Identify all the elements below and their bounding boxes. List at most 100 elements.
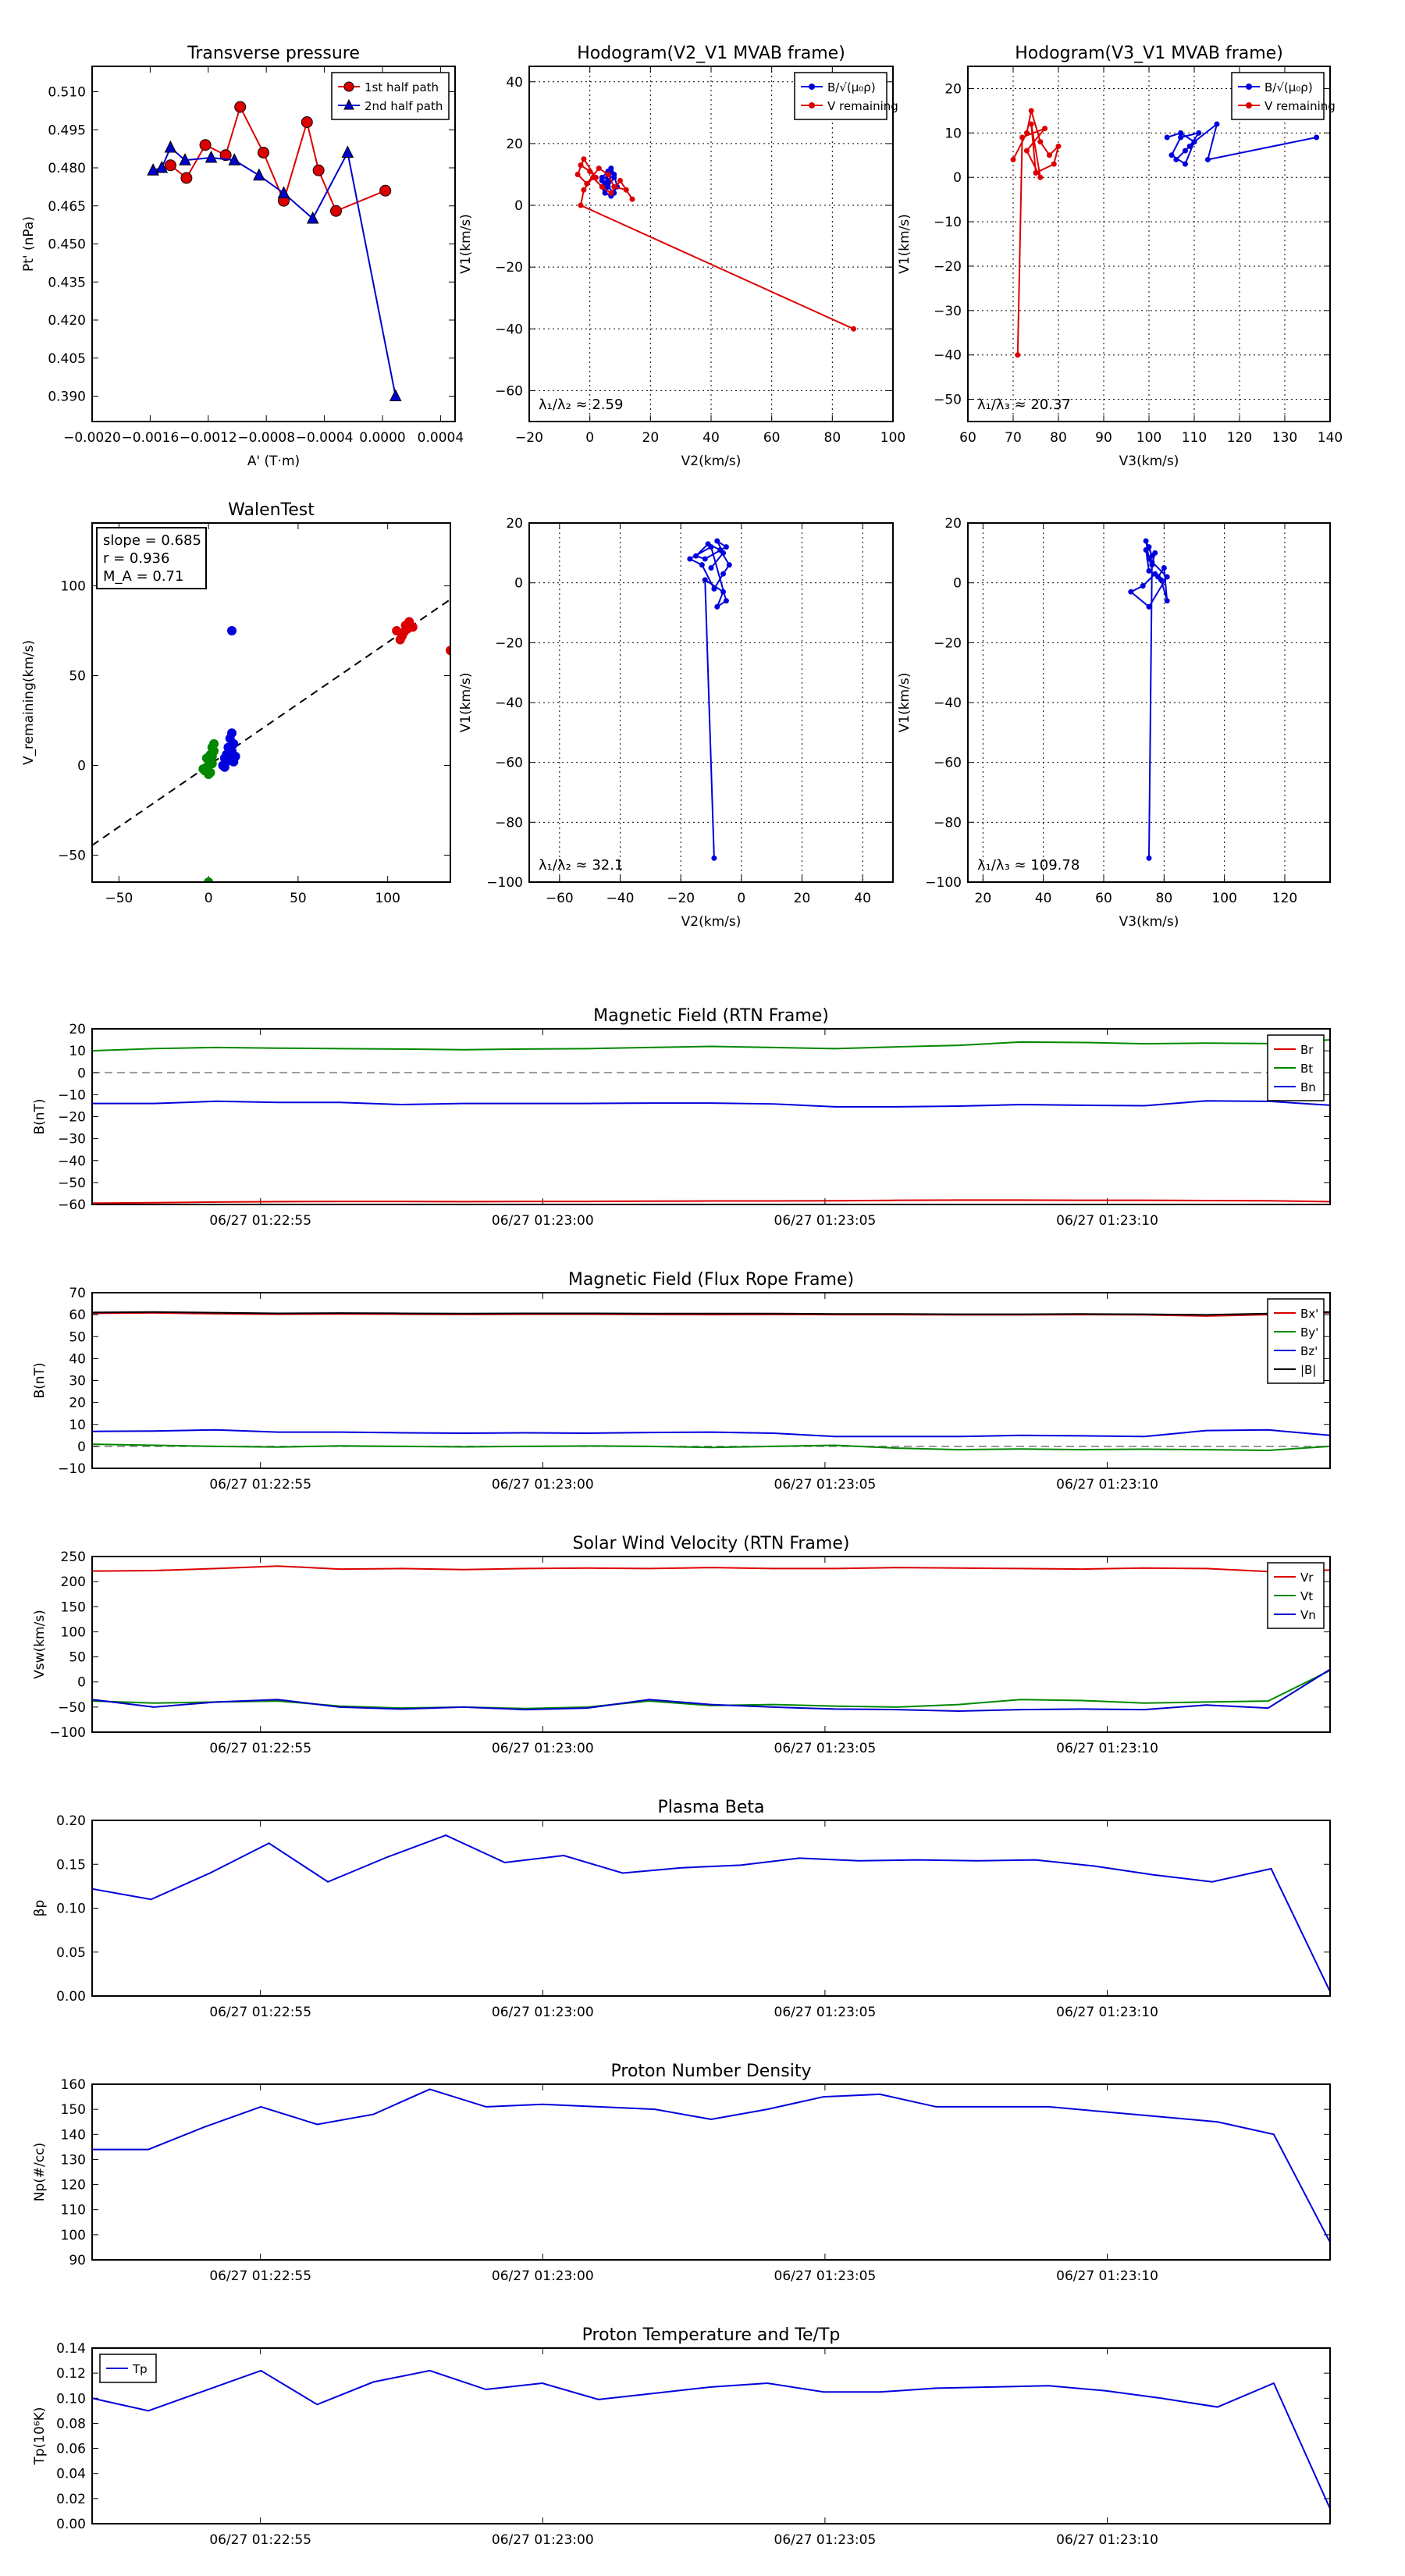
y-tick-label: −20 (495, 260, 523, 276)
data-point (1152, 550, 1158, 556)
data-point (693, 553, 699, 559)
data-point (227, 626, 237, 635)
x-tick-label: 40 (1035, 891, 1052, 906)
data-point (1152, 571, 1158, 577)
data-point (1143, 538, 1149, 544)
x-tick-label: 06/27 01:23:00 (492, 2268, 594, 2284)
plot-area (687, 538, 732, 861)
data-point (605, 183, 611, 190)
y-tick-label: −100 (49, 1725, 86, 1741)
data-point (253, 168, 265, 181)
y-tick-label: −60 (58, 1197, 86, 1213)
plot-frame (91, 2083, 1331, 2261)
chart-title: Transverse pressure (187, 44, 360, 63)
series-line (92, 1565, 1330, 1573)
data-point (711, 585, 717, 592)
y-tick-label: 100 (61, 1624, 86, 1640)
y-tick-label: 0.390 (48, 390, 86, 405)
series-line (92, 1443, 1330, 1451)
data-point (1164, 574, 1170, 580)
data-point (629, 196, 635, 202)
y-tick-label: −40 (495, 322, 523, 337)
x-tick-label: −0.0020 (63, 430, 121, 446)
x-tick-label: 0.0004 (418, 430, 464, 446)
data-point (578, 202, 584, 208)
data-point (605, 171, 611, 177)
x-tick-label: 06/27 01:22:55 (209, 1477, 311, 1493)
data-point (1164, 134, 1170, 141)
y-tick-label: 60 (69, 1308, 86, 1323)
data-point (164, 140, 177, 153)
x-tick-label: 20 (975, 891, 992, 906)
data-point (851, 326, 857, 332)
y-tick-label: 200 (61, 1574, 86, 1590)
data-point (726, 562, 732, 568)
stats-box (96, 527, 207, 589)
x-tick-label: −20 (667, 891, 695, 906)
y-tick-label: 20 (944, 81, 962, 97)
data-point (720, 571, 727, 577)
data-point (312, 164, 325, 176)
y-tick-label: −50 (934, 393, 962, 408)
series-line (92, 2088, 1330, 2243)
data-point (446, 646, 450, 656)
plot-frame (967, 66, 1331, 422)
x-tick-label: 0 (205, 891, 213, 906)
legend-label: Bz' (1300, 1344, 1318, 1358)
x-tick-label: 06/27 01:22:55 (209, 2005, 311, 2020)
y-tick-label: 0.00 (56, 1989, 86, 2005)
data-point (1214, 121, 1220, 127)
series-vn (92, 1668, 1330, 1713)
y-tick-label: 0 (514, 198, 523, 214)
data-point (723, 598, 729, 604)
plot-area (92, 1039, 1330, 1204)
legend-marker (343, 98, 354, 110)
y-tick-label: 0.465 (48, 199, 86, 215)
legend: B/√(μ₀ρ) V remaining (1231, 72, 1336, 120)
x-tick-label: −60 (546, 891, 574, 906)
chart-title: Magnetic Field (Flux Rope Frame) (568, 1270, 854, 1290)
x-axis-label: V3(km/s) (1119, 914, 1179, 930)
y-tick-label: 0.00 (56, 2517, 86, 2532)
data-point (1023, 130, 1030, 136)
data-point (205, 150, 218, 163)
legend: Vr Vt Vn (1267, 1562, 1325, 1629)
series-line (576, 157, 854, 330)
data-point (1010, 156, 1016, 162)
y-tick-label: −20 (934, 259, 962, 275)
series-bn (92, 1100, 1330, 1108)
y-tick-label: 150 (61, 2102, 86, 2118)
chart-proton_temperature: Proton Temperature and Te/Tp 0.00 0.02 0.04… (32, 2325, 1331, 2548)
series-bz- (92, 1429, 1330, 1438)
y-tick-label: −20 (58, 1110, 86, 1126)
y-tick-label: 130 (61, 2152, 86, 2168)
y-tick-label: 50 (69, 669, 86, 685)
y-tick-label: 40 (506, 75, 523, 91)
data-point (395, 635, 405, 645)
y-tick-label: −50 (58, 1176, 86, 1191)
x-tick-label: 06/27 01:23:10 (1056, 1477, 1158, 1493)
data-point (223, 742, 233, 753)
data-point (1196, 130, 1202, 136)
plot-frame (91, 66, 456, 422)
y-tick-label: 250 (61, 1550, 86, 1565)
y-tick-label: 0.480 (48, 161, 86, 176)
legend-label: Vr (1300, 1571, 1314, 1585)
y-tick-label: 10 (69, 1044, 86, 1059)
data-point (257, 147, 269, 158)
plot-area (1128, 538, 1170, 861)
x-tick-label: 90 (1095, 430, 1112, 446)
x-tick-label: 06/27 01:23:05 (774, 2005, 877, 2020)
data-point (617, 177, 623, 183)
data-point (708, 544, 714, 550)
legend: B/√(μ₀ρ) V remaining (794, 72, 898, 120)
legend-label: Tp (132, 2362, 148, 2376)
data-point (708, 565, 714, 571)
data-point (277, 186, 290, 198)
y-tick-label: 0.08 (56, 2416, 86, 2432)
data-point (608, 190, 614, 196)
data-point (341, 145, 354, 158)
x-tick-label: 80 (1156, 891, 1173, 906)
chart-magnetic_field_flux_rope: Magnetic Field (Flux Rope Frame) −10 0 10 20… (32, 1270, 1331, 1493)
